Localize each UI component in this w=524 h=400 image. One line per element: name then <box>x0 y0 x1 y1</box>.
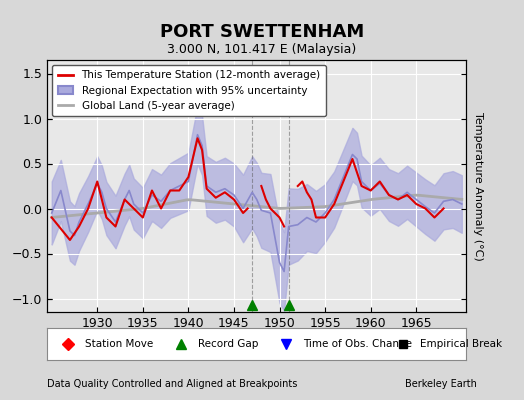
Text: Time of Obs. Change: Time of Obs. Change <box>303 339 412 349</box>
Legend: This Temperature Station (12-month average), Regional Expectation with 95% uncer: This Temperature Station (12-month avera… <box>52 65 326 116</box>
Text: Berkeley Earth: Berkeley Earth <box>405 379 477 389</box>
Text: 3.000 N, 101.417 E (Malaysia): 3.000 N, 101.417 E (Malaysia) <box>167 44 357 56</box>
Text: Data Quality Controlled and Aligned at Breakpoints: Data Quality Controlled and Aligned at B… <box>47 379 298 389</box>
Text: PORT SWETTENHAM: PORT SWETTENHAM <box>160 23 364 41</box>
Text: Station Move: Station Move <box>85 339 153 349</box>
Text: Empirical Break: Empirical Break <box>420 339 503 349</box>
Text: Record Gap: Record Gap <box>198 339 258 349</box>
Y-axis label: Temperature Anomaly (°C): Temperature Anomaly (°C) <box>473 112 483 260</box>
